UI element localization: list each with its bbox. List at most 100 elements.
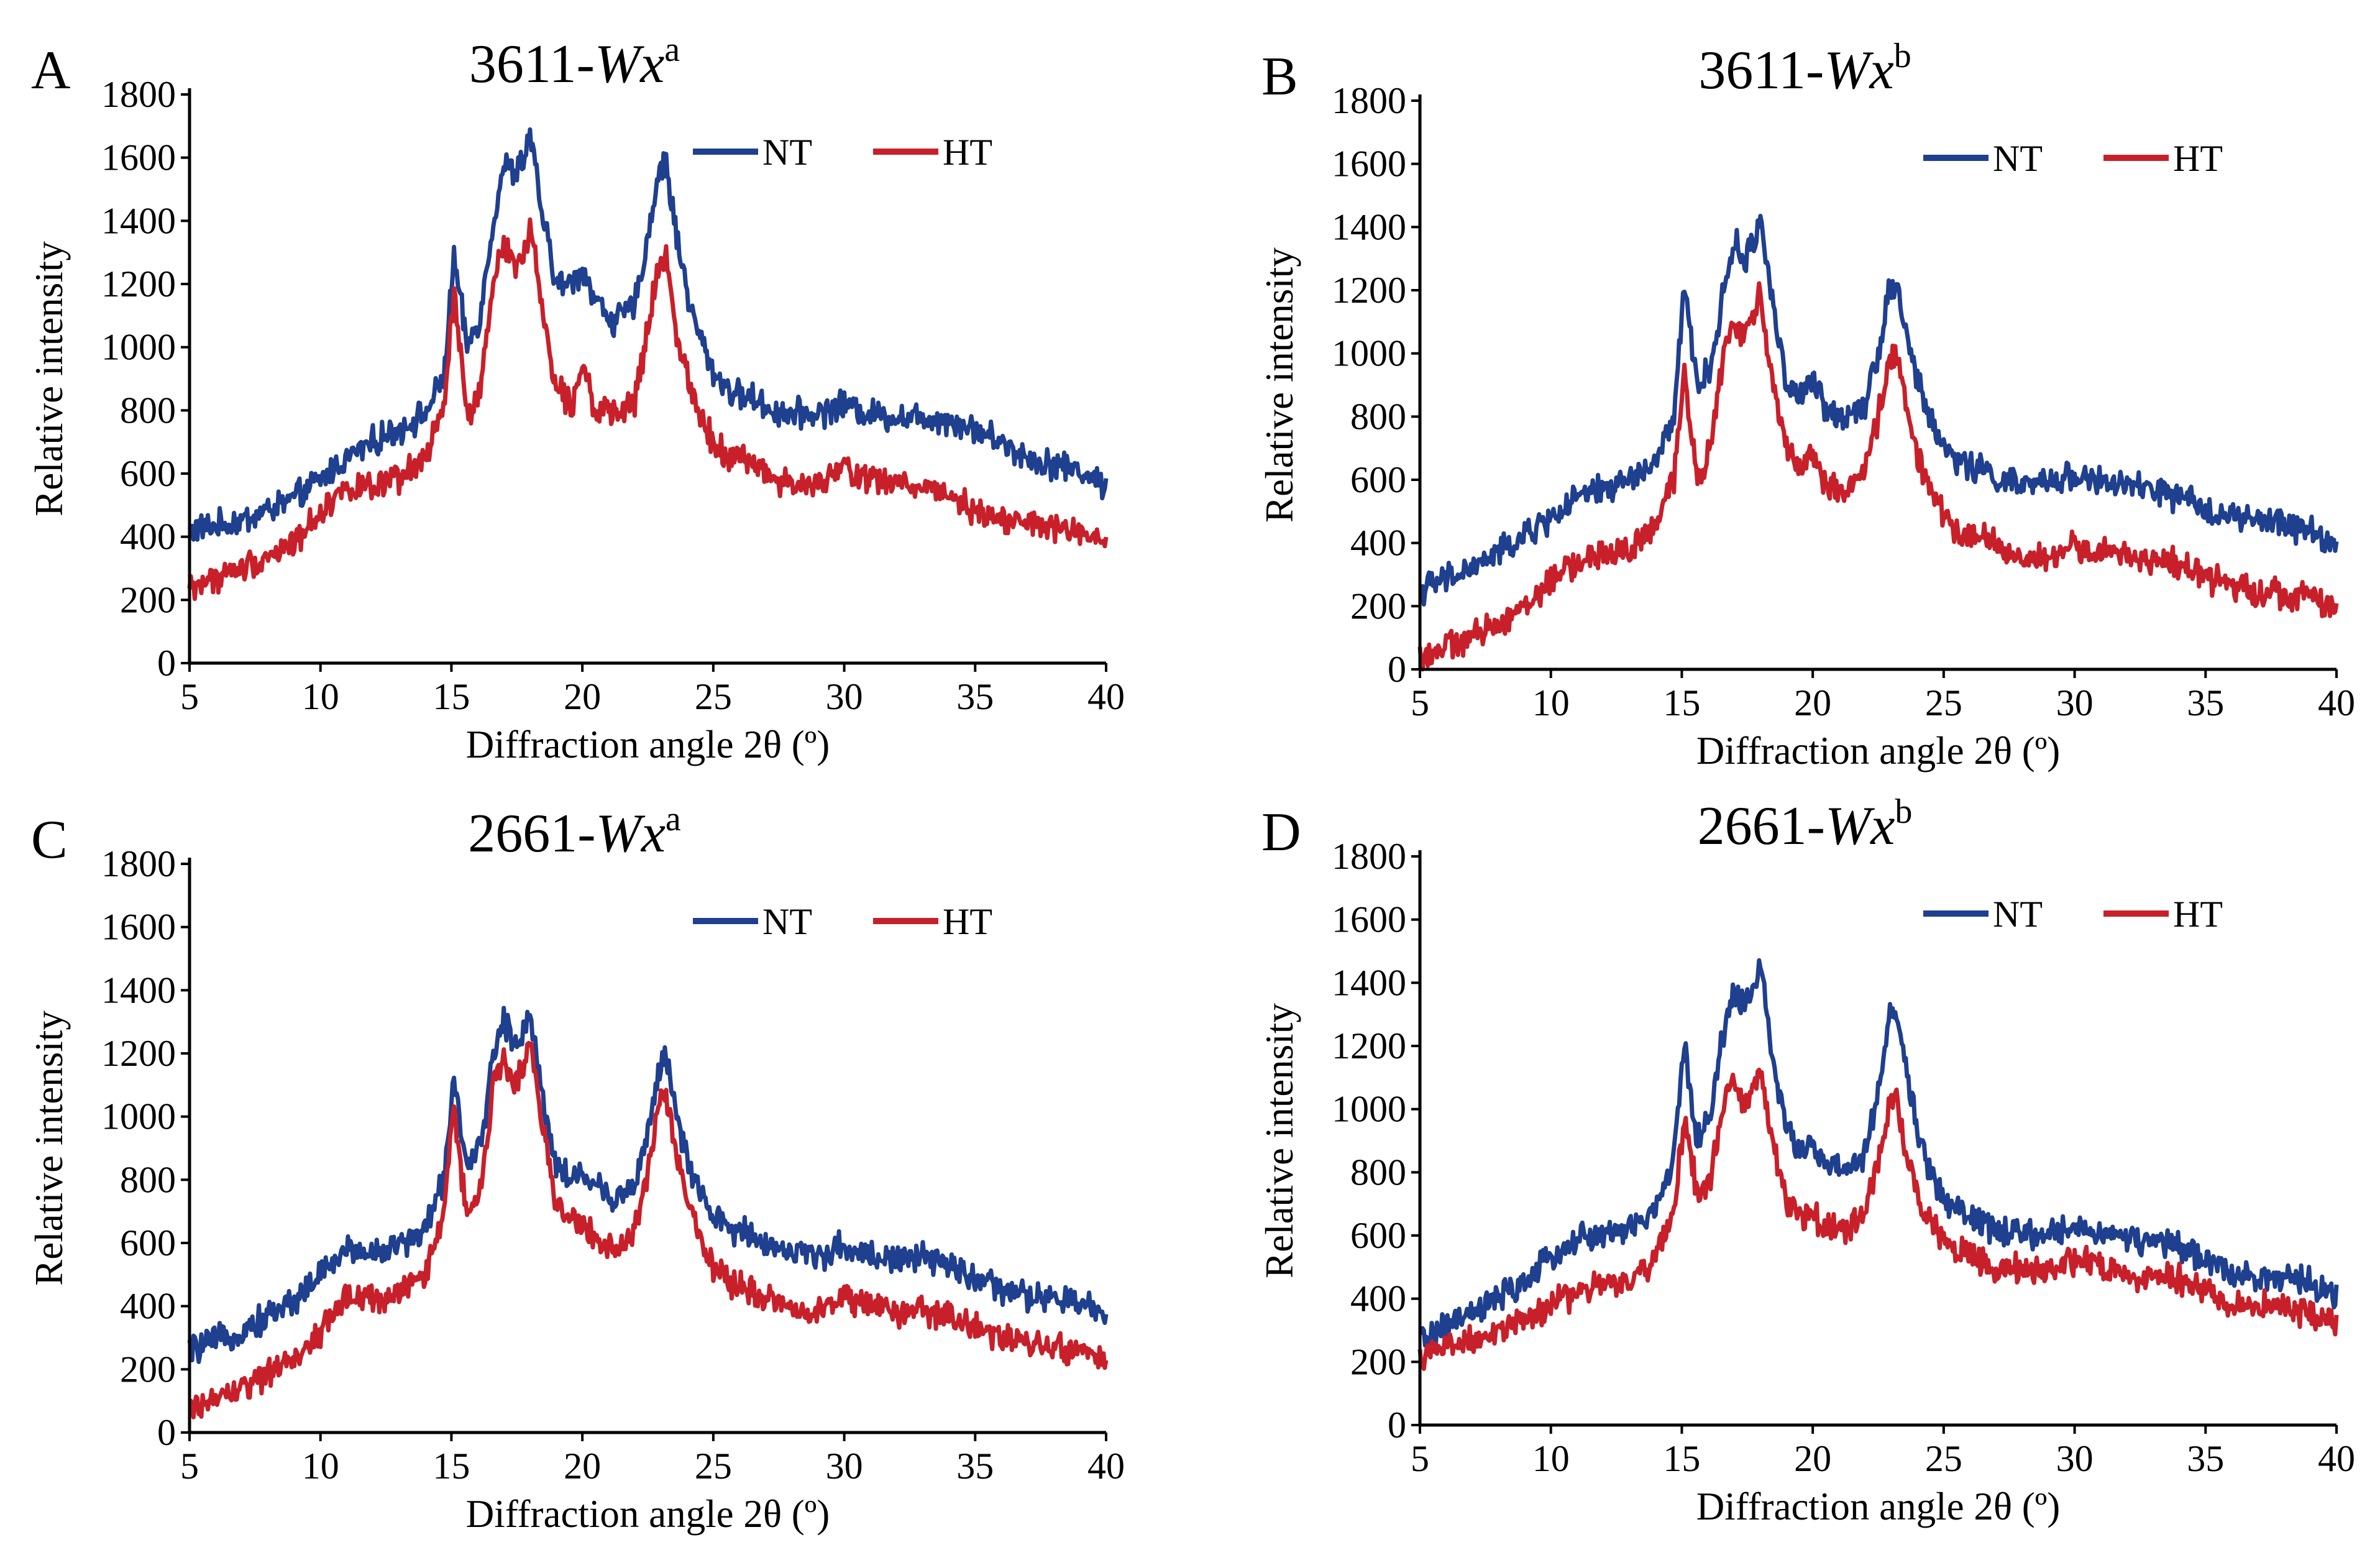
y-tick-label: 0: [1388, 1405, 1406, 1446]
legend-label-nt: NT: [762, 901, 812, 942]
y-tick-label: 1000: [101, 327, 176, 368]
y-tick-label: 1200: [1332, 270, 1406, 311]
x-tick-label: 5: [1411, 1438, 1429, 1479]
y-tick-label: 1400: [1332, 962, 1406, 1003]
y-tick-label: 1000: [101, 1096, 176, 1137]
legend-label-ht: HT: [943, 132, 992, 173]
panel-a: 0 200 400 600 800 1000 1200 1400 1600 1800 5 10 15 20…: [27, 30, 1125, 766]
panel-letter: A: [31, 40, 71, 101]
x-tick-label: 30: [826, 676, 863, 717]
chart-title-gene: Wx: [1824, 40, 1893, 101]
y-tick-label: 800: [120, 1159, 176, 1200]
y-tick-label: 1800: [1332, 80, 1406, 121]
y-tick-label: 400: [120, 516, 176, 557]
chart-title-base: 2661-: [468, 804, 595, 864]
chart-title-base: 3611-: [1698, 40, 1824, 101]
chart-title: 3611-Wxb: [1698, 37, 1911, 101]
x-tick-label: 25: [695, 676, 732, 717]
x-tick-label: 20: [1794, 682, 1831, 723]
chart-title: 2661-Wxa: [468, 800, 681, 864]
legend-label-nt: NT: [1993, 138, 2043, 179]
x-axis-title: Diffraction angle 2θ (º): [1696, 1485, 2061, 1528]
series-line-nt: [1418, 958, 2339, 1350]
x-tick-label: 5: [180, 1446, 199, 1487]
x-tick-label: 10: [302, 1446, 339, 1487]
chart-title-gene: Wx: [595, 34, 664, 94]
x-tick-label: 35: [956, 1446, 994, 1487]
chart-title-base: 3611-: [469, 34, 595, 94]
x-tick-label: 10: [1532, 682, 1570, 723]
x-tick-label: 15: [1663, 1438, 1700, 1479]
x-tick-label: 35: [2187, 1438, 2224, 1479]
y-tick-label: 1400: [101, 970, 176, 1011]
panel-letter: C: [31, 810, 68, 870]
x-axis-title: Diffraction angle 2θ (º): [466, 723, 830, 766]
y-tick-label: 1800: [101, 843, 176, 884]
y-tick-label: 200: [1350, 585, 1406, 626]
chart-title-gene: Wx: [1825, 796, 1895, 856]
x-tick-label: 10: [302, 676, 339, 717]
y-tick-label: 400: [1350, 523, 1406, 564]
y-tick-label: 800: [1350, 1152, 1406, 1193]
y-tick-label: 600: [120, 1222, 176, 1263]
x-tick-label: 20: [1794, 1438, 1831, 1479]
panel-b: 0 200 400 600 800 1000 1200 1400 1600 1800 5 10 15 20…: [1258, 37, 2355, 772]
y-tick-label: 1400: [101, 200, 176, 241]
x-tick-label: 25: [1925, 682, 1962, 723]
y-tick-label: 1800: [101, 74, 176, 115]
y-tick-label: 1600: [1332, 899, 1406, 940]
chart-title-allele: b: [1894, 37, 1911, 75]
x-tick-label: 40: [2318, 682, 2355, 723]
y-tick-label: 200: [1350, 1341, 1406, 1382]
legend-label-ht: HT: [2173, 138, 2223, 179]
y-tick-label: 400: [1350, 1278, 1406, 1319]
y-axis-title: Relative intensity: [1258, 1003, 1301, 1278]
y-tick-label: 1800: [1332, 836, 1406, 877]
y-tick-label: 1600: [101, 907, 176, 948]
legend-label-ht: HT: [2173, 894, 2223, 935]
x-axis-title: Diffraction angle 2θ (º): [1696, 729, 2061, 772]
x-tick-label: 15: [433, 676, 470, 717]
x-tick-label: 10: [1532, 1438, 1570, 1479]
series-line-nt: [1419, 214, 2339, 607]
x-tick-label: 15: [433, 1446, 470, 1487]
panel-letter: B: [1261, 47, 1298, 107]
panel-c: 0 200 400 600 800 1000 1200 1400 1600 1800 5 10 15 20…: [27, 800, 1125, 1536]
series-line-ht: [187, 217, 1109, 602]
y-tick-label: 1000: [1332, 1089, 1406, 1130]
x-tick-label: 35: [956, 676, 994, 717]
y-axis-title: Relative intensity: [27, 241, 71, 516]
legend-label-nt: NT: [762, 132, 812, 173]
panel-d: 0 200 400 600 800 1000 1200 1400 1600 1800 5 10 15 20…: [1258, 792, 2355, 1528]
series-line-nt: [187, 1006, 1109, 1364]
legend-label-nt: NT: [1993, 894, 2043, 935]
y-tick-label: 1200: [1332, 1025, 1406, 1066]
y-tick-label: 0: [1388, 649, 1406, 690]
series-line-nt: [187, 127, 1109, 542]
y-tick-label: 200: [120, 1349, 176, 1390]
y-tick-label: 1000: [1332, 333, 1406, 374]
y-axis-title: Relative intensity: [27, 1011, 71, 1286]
y-tick-label: 800: [1350, 396, 1406, 437]
chart-title: 3611-Wxa: [469, 30, 680, 94]
y-tick-label: 800: [120, 390, 176, 431]
y-tick-label: 1600: [1332, 144, 1406, 185]
x-tick-label: 5: [180, 676, 199, 717]
chart-title-allele: b: [1895, 792, 1912, 831]
y-tick-label: 1200: [101, 264, 176, 305]
chart-title: 2661-Wxb: [1698, 792, 1913, 856]
x-tick-label: 20: [564, 676, 601, 717]
x-tick-label: 30: [2056, 1438, 2094, 1479]
y-axis-title: Relative intensity: [1258, 247, 1301, 523]
chart-title-allele: a: [666, 800, 681, 838]
series-line-ht: [1417, 281, 2339, 672]
y-tick-label: 0: [157, 1412, 176, 1453]
x-tick-label: 40: [1087, 676, 1125, 717]
x-tick-label: 40: [1087, 1446, 1125, 1487]
y-tick-label: 1200: [101, 1033, 176, 1074]
x-tick-label: 30: [2056, 682, 2094, 723]
y-tick-label: 1400: [1332, 206, 1406, 247]
x-tick-label: 20: [564, 1446, 601, 1487]
y-tick-label: 0: [157, 643, 176, 684]
